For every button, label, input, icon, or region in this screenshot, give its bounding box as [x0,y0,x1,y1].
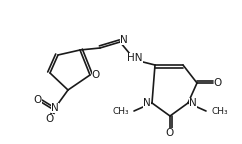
Text: N: N [120,35,128,45]
Text: O: O [46,114,54,124]
Text: O: O [34,95,42,105]
Text: CH₃: CH₃ [211,107,228,115]
Text: O: O [214,78,222,88]
Text: N: N [189,98,197,108]
Text: N: N [51,103,59,113]
Text: N: N [143,98,151,108]
Text: O: O [92,70,100,80]
Text: HN: HN [127,53,143,63]
Text: CH₃: CH₃ [112,107,129,115]
Text: O: O [166,128,174,138]
